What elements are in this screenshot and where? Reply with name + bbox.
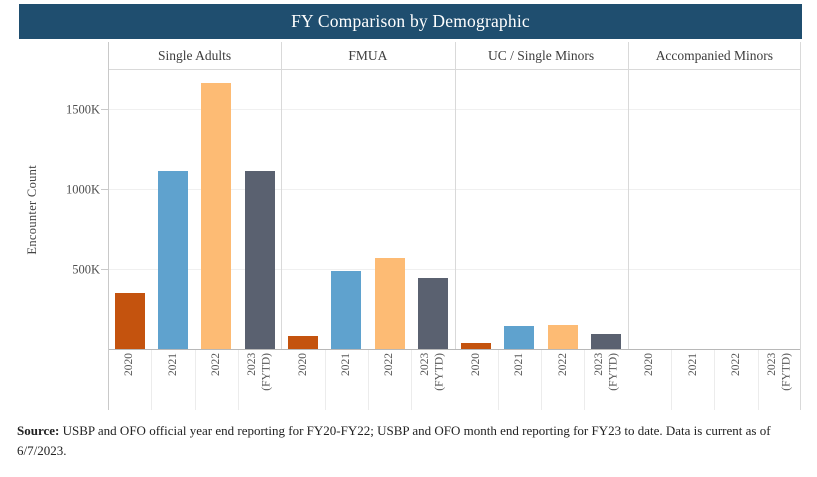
cell-tick-line xyxy=(714,350,716,410)
panel-header-accompanied-minors: Accompanied Minors xyxy=(655,47,774,63)
cell-tick-line xyxy=(324,350,326,410)
y-axis-title: Encounter Count xyxy=(24,164,39,255)
x-axis-tick-label-text: 2022 xyxy=(383,353,396,376)
x-axis-tick-label: 2020 xyxy=(108,353,151,410)
x-axis-tick-label-text: 2021 xyxy=(686,353,699,376)
x-axis-tick-label: 2021 xyxy=(325,353,368,410)
y-axis-tick-mark xyxy=(101,189,108,190)
cell-tick-line xyxy=(367,350,369,410)
x-axis-tick-label: 2023 (FYTD) xyxy=(584,353,627,410)
bar-single-adults-2021[interactable] xyxy=(157,171,188,349)
bar-uc-single-minors-2022[interactable] xyxy=(547,325,578,349)
bar-uc-single-minors-2021[interactable] xyxy=(504,325,535,349)
cell-tick-line xyxy=(411,350,413,410)
cell-tick-line xyxy=(757,350,759,410)
panel-header-single-adults: Single Adults xyxy=(158,47,232,63)
cell-tick-line xyxy=(541,350,543,410)
cell-tick-line xyxy=(584,350,586,410)
cell-tick-line xyxy=(671,350,673,410)
cell-tick-line xyxy=(497,350,499,410)
bar-fmua-2023[interactable] xyxy=(417,277,448,349)
x-axis-tick-label-text: 2023 (FYTD) xyxy=(246,353,273,391)
cell-tick-line xyxy=(151,350,153,410)
bar-fmua-2021[interactable] xyxy=(331,271,362,349)
panel-separator-line xyxy=(454,42,456,349)
bar-fmua-2022[interactable] xyxy=(374,257,405,349)
source-note: Source: USBP and OFO official year end r… xyxy=(17,421,810,461)
x-axis-tick-label-text: 2021 xyxy=(166,353,179,376)
x-axis-tick-label: 2022 xyxy=(195,353,238,410)
panel-separator-line xyxy=(627,42,629,349)
y-axis-tick-mark xyxy=(101,109,108,110)
bar-single-adults-2023[interactable] xyxy=(244,171,275,349)
plot-right-border-line xyxy=(800,42,801,410)
chart-title-bar: FY Comparison by Demographic xyxy=(19,4,802,39)
bar-single-adults-2022[interactable] xyxy=(201,83,232,349)
x-axis-tick-label-text: 2020 xyxy=(469,353,482,376)
x-axis-tick-label: 2022 xyxy=(368,353,411,410)
x-axis-tick-label-text: 2020 xyxy=(643,353,656,376)
x-axis-tick-label: 2023 (FYTD) xyxy=(238,353,281,410)
x-axis-tick-label: 2021 xyxy=(151,353,194,410)
bar-single-adults-2020[interactable] xyxy=(114,293,145,349)
header-divider-line xyxy=(108,69,801,70)
panel-header-fmua: FMUA xyxy=(348,47,388,63)
x-axis-tick-label-text: 2021 xyxy=(513,353,526,376)
y-axis-tick-label: 1000K xyxy=(65,182,100,196)
x-axis-tick-label-text: 2023 (FYTD) xyxy=(592,353,620,391)
x-axis-tick-label: 2020 xyxy=(281,353,324,410)
cell-tick-line xyxy=(237,350,239,410)
panel-separator-line xyxy=(281,42,283,349)
x-axis-tick-label: 2023 (FYTD) xyxy=(758,353,801,410)
source-note-label: Source: xyxy=(17,423,60,438)
bar-uc-single-minors-2023[interactable] xyxy=(591,333,622,349)
x-axis-tick-label: 2022 xyxy=(714,353,757,410)
cell-tick-line xyxy=(194,350,196,410)
y-axis-tick-mark xyxy=(101,269,108,270)
panel-header-uc-single-minors: UC / Single Minors xyxy=(488,47,595,63)
x-axis-tick-label-text: 2022 xyxy=(556,353,569,376)
x-axis-tick-label-text: 2023 (FYTD) xyxy=(419,353,446,391)
x-axis-tick-label-text: 2020 xyxy=(123,353,136,376)
x-axis-tick-label-text: 2023 (FYTD) xyxy=(765,353,793,391)
x-axis-tick-label-text: 2020 xyxy=(296,353,309,376)
x-axis-tick-label: 2021 xyxy=(671,353,714,410)
x-axis-tick-label: 2020 xyxy=(628,353,671,410)
x-axis-tick-label-text: 2022 xyxy=(210,353,223,376)
bar-uc-single-minors-2020[interactable] xyxy=(461,342,492,349)
x-axis-tick-label: 2023 (FYTD) xyxy=(411,353,454,410)
y-axis-tick-label: 1500K xyxy=(65,102,100,116)
chart-title: FY Comparison by Demographic xyxy=(291,11,530,31)
source-note-text: USBP and OFO official year end reporting… xyxy=(17,423,771,459)
x-axis-tick-label-text: 2022 xyxy=(729,353,742,376)
x-axis-tick-label-text: 2021 xyxy=(340,353,353,376)
x-axis-line xyxy=(108,349,801,350)
x-axis-tick-label: 2020 xyxy=(455,353,498,410)
y-axis-line xyxy=(108,42,109,410)
bar-fmua-2020[interactable] xyxy=(287,336,318,349)
x-axis-tick-label: 2021 xyxy=(498,353,541,410)
x-axis-tick-label: 2022 xyxy=(541,353,584,410)
y-axis-tick-label: 500K xyxy=(72,262,100,276)
